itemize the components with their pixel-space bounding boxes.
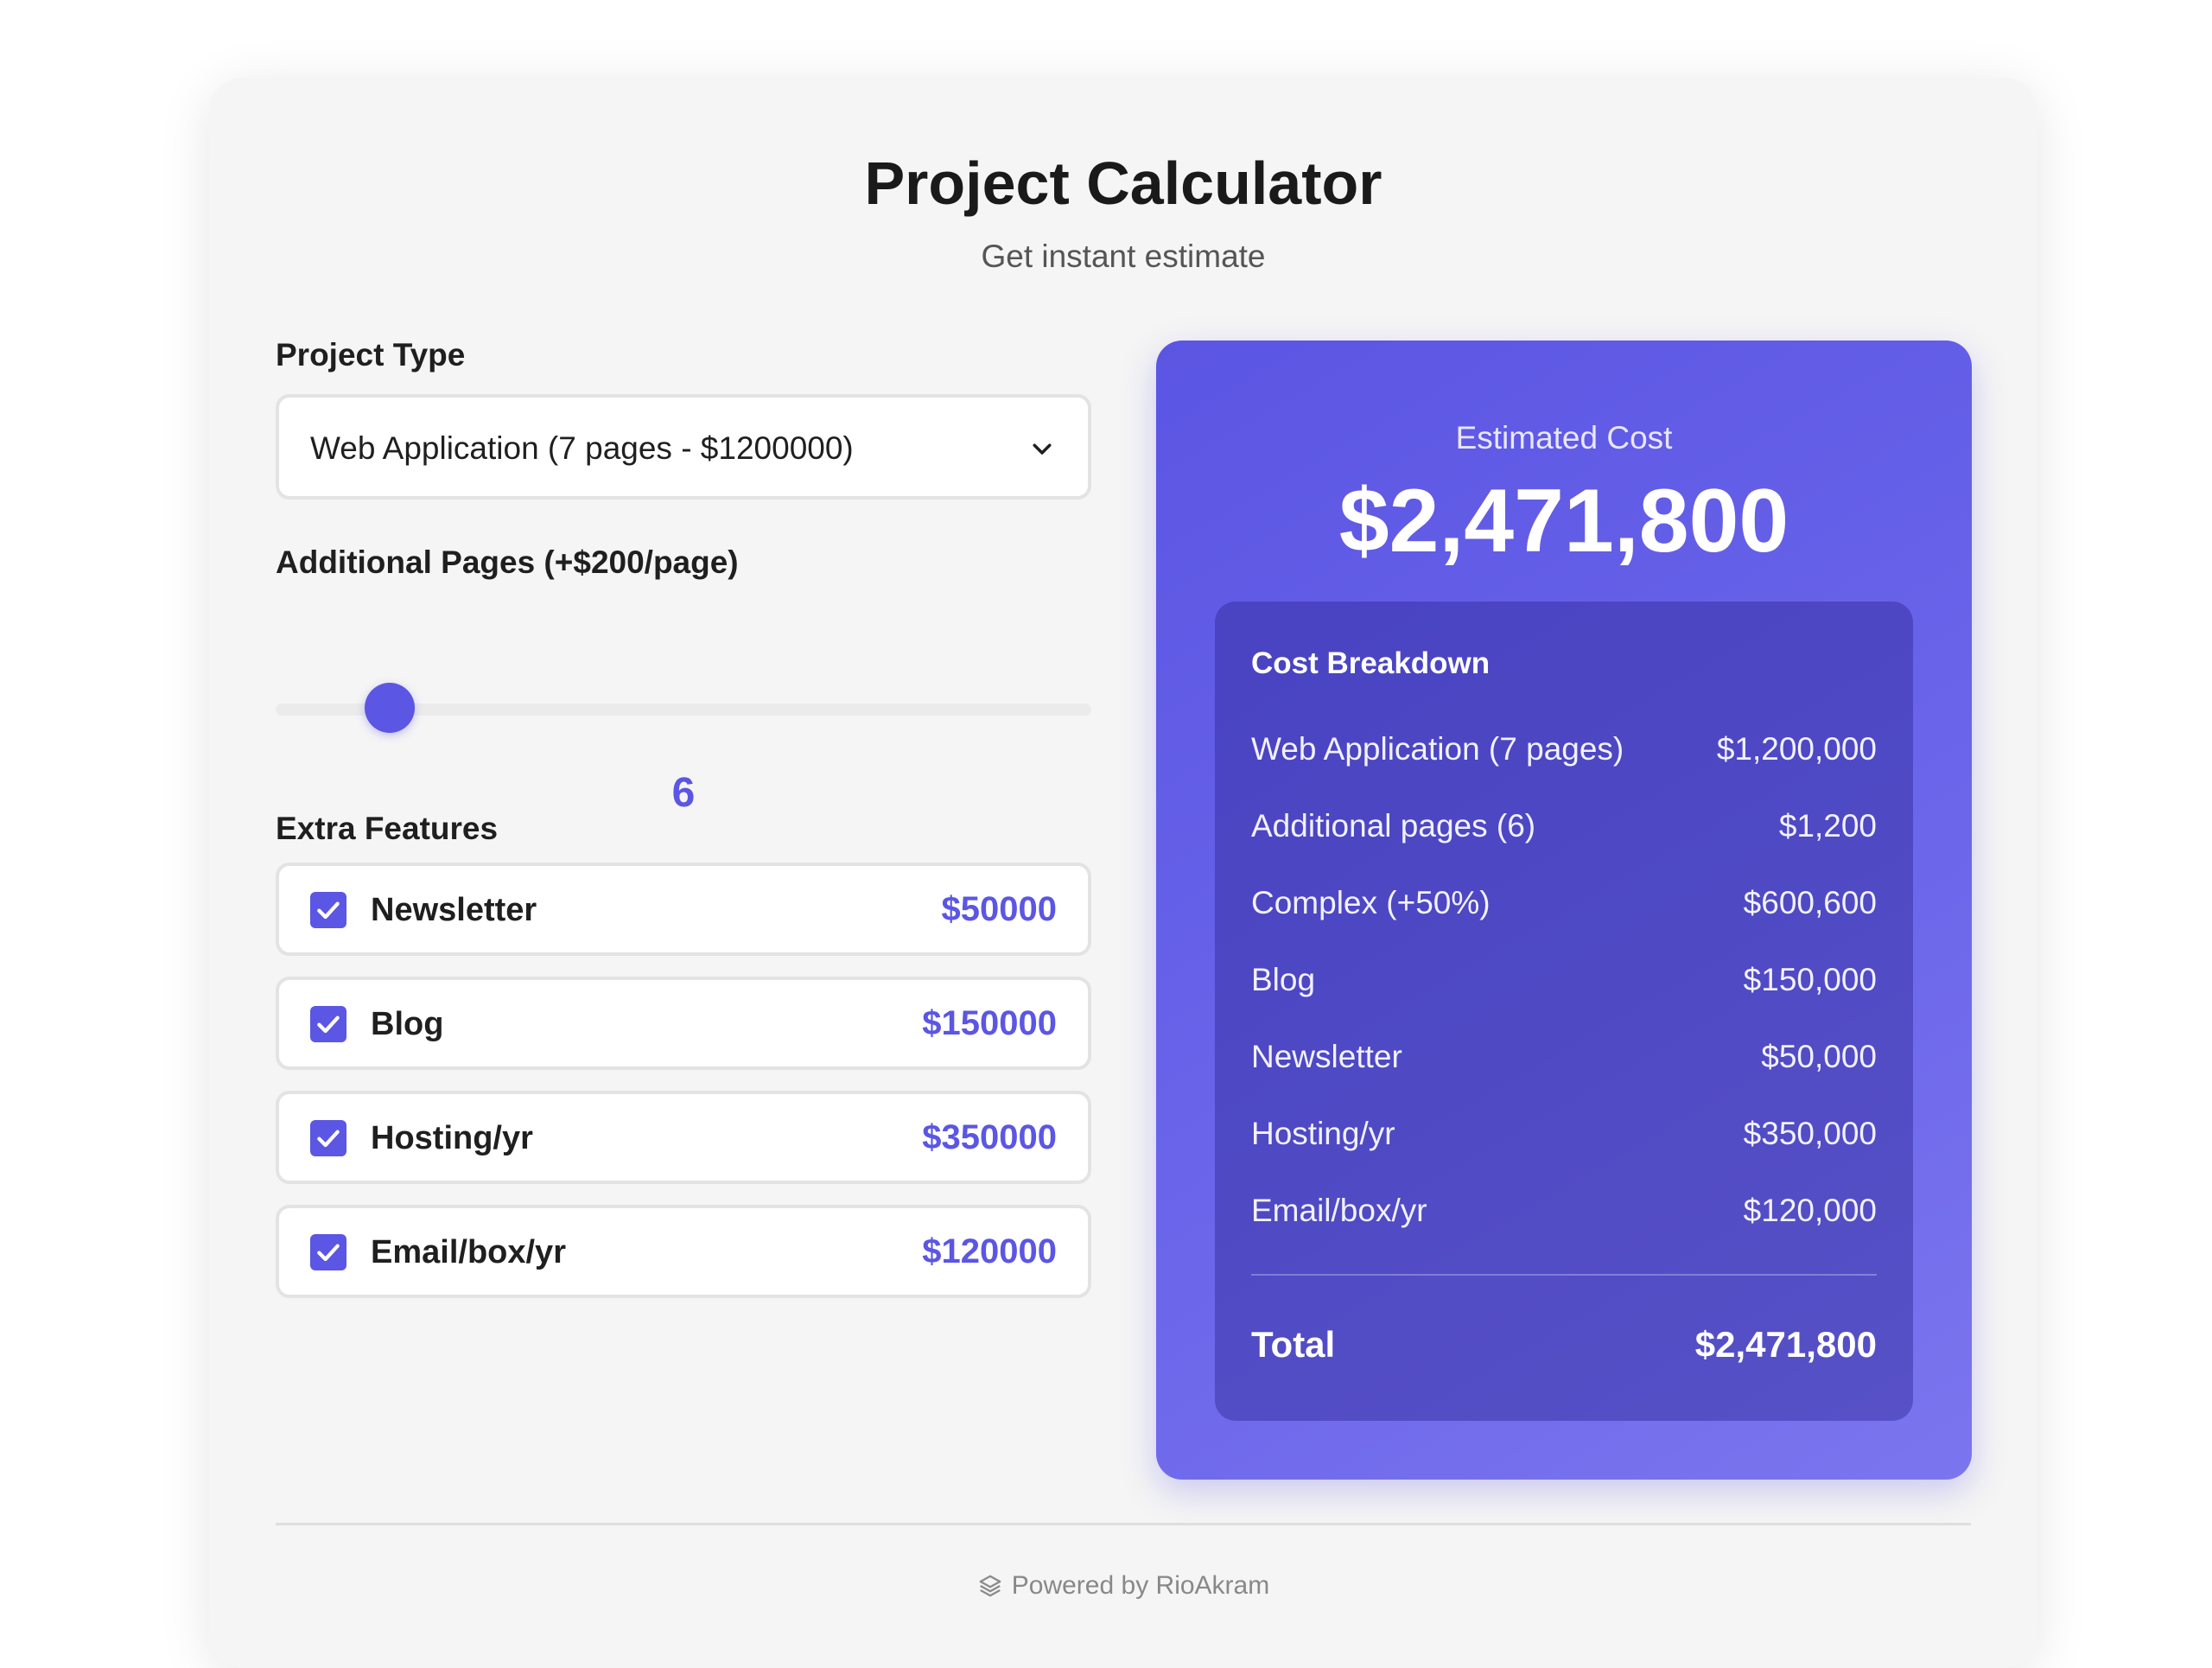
- breakdown-row-label: Complex (+50%): [1251, 885, 1491, 920]
- feature-blog[interactable]: Blog $150000: [276, 977, 1091, 1070]
- breakdown-divider: [1251, 1274, 1877, 1276]
- total-value: $2,471,800: [1694, 1324, 1877, 1365]
- breakdown-row: Web Application (7 pages) $1,200,000: [1251, 731, 1877, 774]
- feature-hosting[interactable]: Hosting/yr $350000: [276, 1091, 1091, 1184]
- feature-price: $50000: [941, 890, 1057, 928]
- breakdown-row-label: Hosting/yr: [1251, 1116, 1395, 1151]
- page-subtitle: Get instant estimate: [981, 239, 1266, 274]
- chevron-down-icon: [1033, 443, 1052, 455]
- slider-thumb[interactable]: [365, 683, 416, 733]
- hosting-checkbox[interactable]: [310, 1120, 346, 1156]
- estimate-label: Estimated Cost: [1455, 420, 1673, 455]
- breakdown-row-amount: $120,000: [1743, 1193, 1877, 1228]
- feature-price: $350000: [922, 1118, 1057, 1156]
- cost-breakdown: Cost Breakdown Web Application (7 pages)…: [1215, 602, 1913, 1421]
- checkmark-icon: [317, 1015, 340, 1034]
- breakdown-row-label: Email/box/yr: [1251, 1193, 1427, 1228]
- feature-newsletter[interactable]: Newsletter $50000: [276, 863, 1091, 956]
- breakdown-row-amount: $1,200: [1778, 808, 1877, 844]
- breakdown-row: Hosting/yr $350,000: [1251, 1116, 1877, 1159]
- breakdown-row: Email/box/yr $120,000: [1251, 1193, 1877, 1236]
- feature-price: $120000: [922, 1232, 1057, 1270]
- blog-checkbox[interactable]: [310, 1006, 346, 1042]
- breakdown-title: Cost Breakdown: [1251, 646, 1491, 680]
- page-title: Project Calculator: [864, 150, 1382, 217]
- feature-email[interactable]: Email/box/yr $120000: [276, 1205, 1091, 1298]
- additional-pages-value: 6: [671, 770, 696, 816]
- slider-track: [276, 703, 1091, 716]
- breakdown-row-amount: $50,000: [1761, 1039, 1877, 1074]
- estimate-panel: Estimated Cost $2,471,800 Cost Breakdown…: [1156, 341, 1972, 1480]
- feature-name: Blog: [371, 1006, 444, 1042]
- feature-name: Email/box/yr: [371, 1234, 566, 1270]
- estimate-value: $2,471,800: [1338, 471, 1789, 571]
- breakdown-row: Newsletter $50,000: [1251, 1039, 1877, 1082]
- feature-name: Hosting/yr: [371, 1120, 533, 1156]
- layers-icon: [979, 1575, 1001, 1597]
- footer: Powered by RioAkram: [209, 1571, 2037, 1601]
- project-type-select[interactable]: Web Application (7 pages - $1200000): [276, 394, 1091, 500]
- footer-text: Powered by RioAkram: [1011, 1571, 1270, 1600]
- newsletter-checkbox[interactable]: [310, 892, 346, 928]
- additional-pages-label: Additional Pages (+$200/page): [276, 544, 739, 580]
- project-type-value: Web Application (7 pages - $1200000): [310, 430, 854, 466]
- breakdown-row: Additional pages (6) $1,200: [1251, 808, 1877, 851]
- breakdown-row-label: Web Application (7 pages): [1251, 731, 1624, 767]
- checkmark-icon: [317, 901, 340, 920]
- breakdown-row-amount: $1,200,000: [1716, 731, 1877, 767]
- breakdown-row-amount: $150,000: [1743, 962, 1877, 997]
- additional-pages-slider[interactable]: [276, 681, 1091, 736]
- total-label: Total: [1251, 1324, 1336, 1365]
- feature-price: $150000: [922, 1004, 1057, 1042]
- breakdown-row-label: Additional pages (6): [1251, 808, 1536, 844]
- checkmark-icon: [317, 1130, 340, 1148]
- email-checkbox[interactable]: [310, 1234, 346, 1270]
- breakdown-row-amount: $350,000: [1743, 1116, 1877, 1151]
- extra-features-label: Extra Features: [276, 811, 499, 846]
- breakdown-row-amount: $600,600: [1743, 885, 1877, 920]
- breakdown-row: Blog $150,000: [1251, 962, 1877, 1005]
- feature-name: Newsletter: [371, 892, 537, 928]
- breakdown-row-label: Newsletter: [1251, 1039, 1402, 1074]
- project-type-label: Project Type: [276, 337, 466, 372]
- breakdown-row-label: Blog: [1251, 962, 1316, 997]
- calculator-card: Project Calculator Get instant estimate …: [209, 78, 2037, 1668]
- breakdown-row: Complex (+50%) $600,600: [1251, 885, 1877, 928]
- footer-divider: [276, 1523, 1971, 1525]
- checkmark-icon: [317, 1244, 340, 1262]
